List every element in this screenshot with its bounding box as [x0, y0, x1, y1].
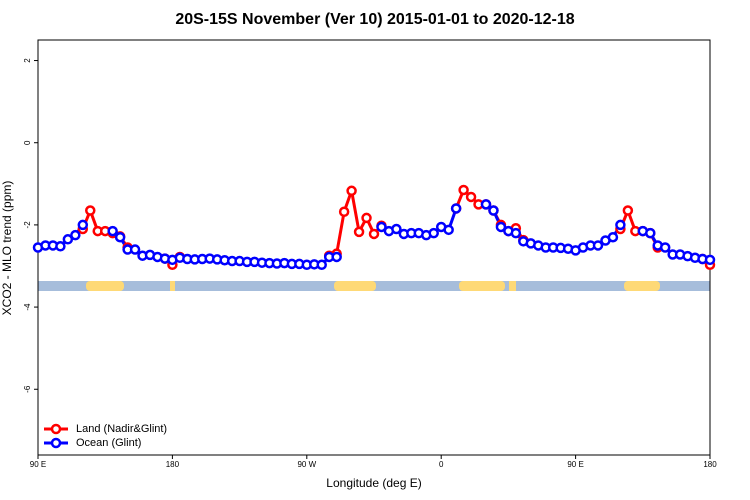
point: [443, 224, 454, 236]
point: [361, 212, 372, 224]
point: [62, 234, 74, 245]
point: [622, 205, 634, 216]
point: [114, 231, 126, 243]
land-strip: [170, 281, 175, 291]
y-tick-label: -6: [23, 385, 32, 393]
point: [488, 205, 499, 216]
point: [607, 231, 619, 243]
legend-label: Land (Nadir&Glint): [76, 423, 167, 435]
land-strip: [459, 281, 505, 291]
point: [346, 185, 357, 197]
legend-label: Ocean (Glint): [76, 437, 141, 449]
point: [592, 240, 604, 251]
x-tick-label: 180: [166, 460, 180, 469]
y-tick-label: -2: [23, 221, 32, 229]
y-axis-label: XCO2 - MLO trend (ppm): [0, 181, 14, 316]
land-strip: [624, 281, 660, 291]
point: [368, 228, 380, 240]
point: [77, 219, 89, 231]
legend-marker: [50, 437, 62, 449]
point: [615, 219, 626, 231]
land-strip: [509, 281, 516, 291]
point: [659, 242, 671, 253]
point: [495, 221, 507, 233]
point: [465, 191, 477, 203]
chart-title: 20S-15S November (Ver 10) 2015-01-01 to …: [175, 11, 574, 28]
x-tick-label: 90 E: [30, 460, 46, 469]
y-tick-label: -4: [23, 303, 32, 311]
land-strip: [86, 281, 124, 291]
surface-strip: [38, 281, 710, 291]
x-tick-label: 180: [703, 460, 717, 469]
point: [338, 206, 350, 218]
point: [480, 199, 492, 210]
land-strip: [334, 281, 376, 291]
point: [428, 227, 439, 239]
point: [391, 223, 402, 235]
point: [331, 251, 342, 263]
legend-marker: [50, 423, 62, 435]
point: [353, 226, 365, 238]
point: [458, 184, 469, 196]
point: [510, 227, 522, 239]
point: [107, 225, 118, 237]
y-tick-label: 2: [23, 58, 32, 63]
point: [70, 229, 81, 241]
point: [55, 241, 66, 252]
x-tick-label: 0: [439, 460, 444, 469]
x-axis-label: Longitude (deg E): [326, 476, 421, 490]
point: [129, 244, 141, 255]
point: [376, 221, 387, 233]
point: [450, 203, 462, 214]
x-tick-label: 90 W: [297, 460, 316, 469]
point: [704, 254, 716, 266]
point: [85, 205, 96, 216]
point: [645, 227, 656, 239]
y-tick-label: 0: [23, 140, 32, 145]
point: [316, 259, 327, 271]
x-tick-label: 90 E: [567, 460, 583, 469]
